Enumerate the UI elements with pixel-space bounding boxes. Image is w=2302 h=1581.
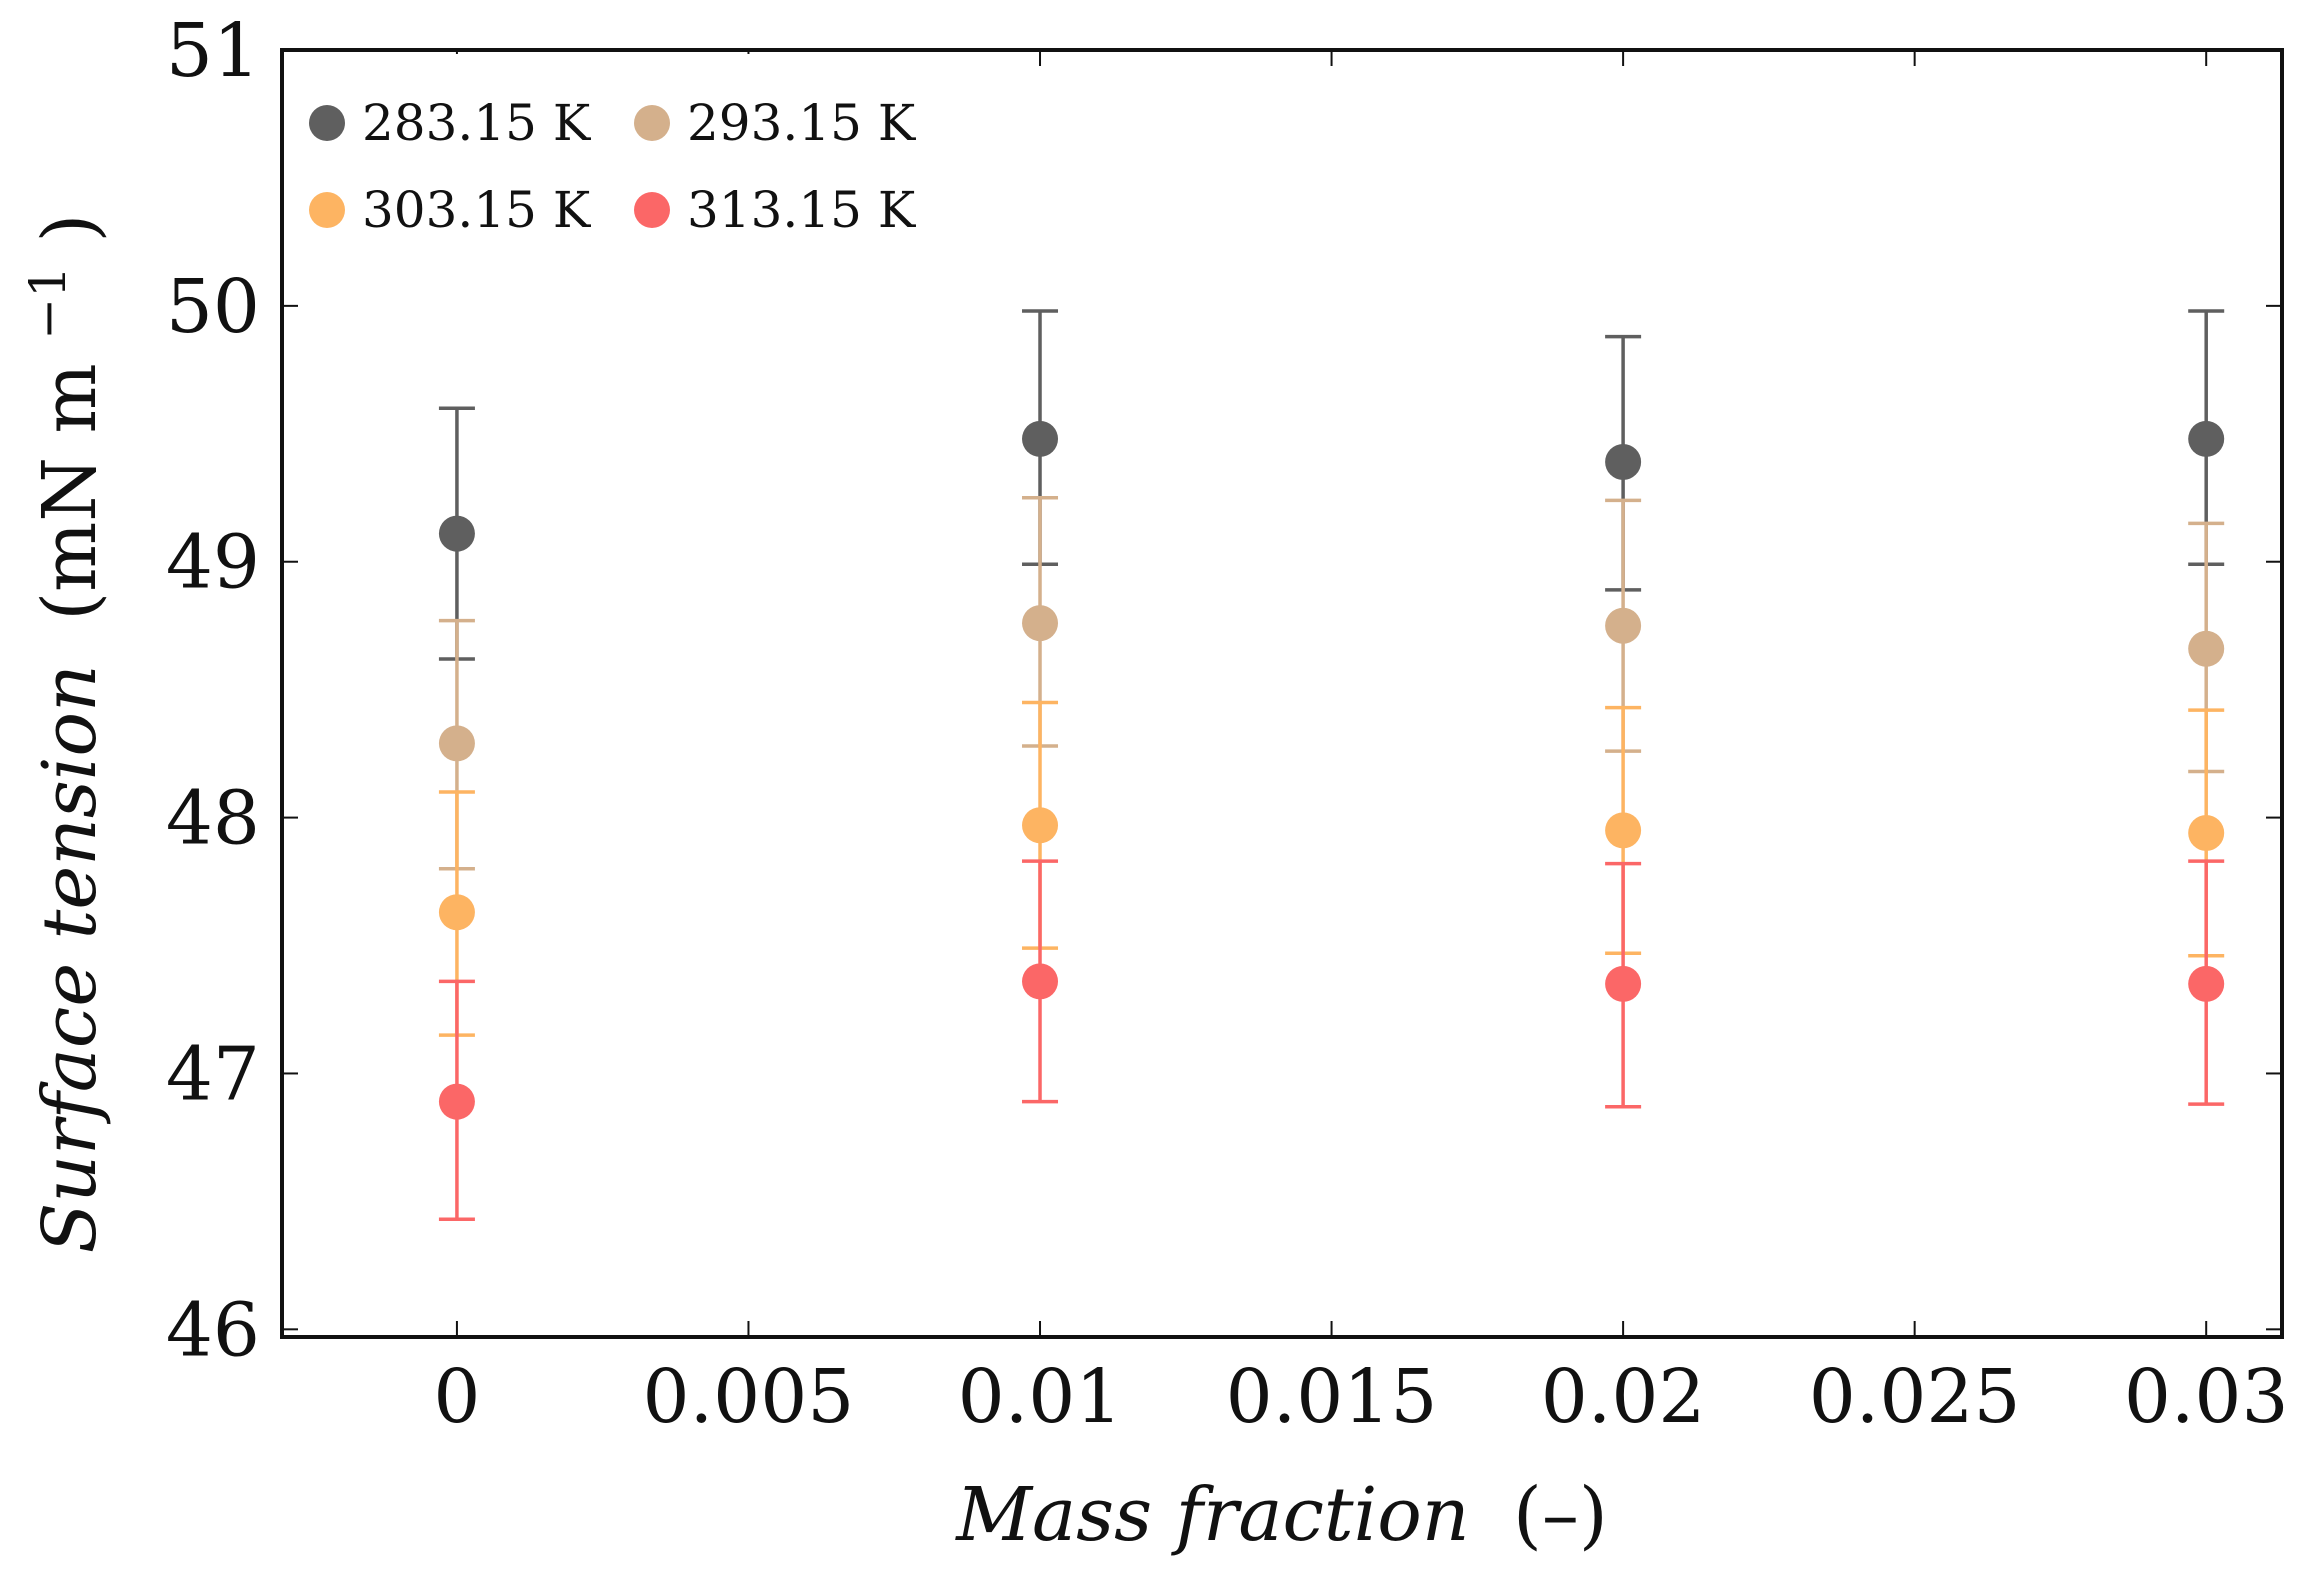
y-tick-label: 47 (166, 1031, 260, 1117)
data-point (1605, 607, 1642, 644)
x-axis-label-main: Mass fraction (954, 1472, 1469, 1558)
y-axis-label: Surface tension (mN m −1 ) (0, 214, 113, 1254)
plot-frame (280, 48, 2284, 1339)
legend-label: 313.15 K (687, 181, 917, 239)
data-point (1022, 605, 1059, 642)
legend-label: 293.15 K (687, 94, 917, 152)
data-point (1605, 965, 1642, 1002)
y-tick-label: 50 (166, 264, 260, 350)
data-point (2188, 420, 2225, 457)
axis-labels: Mass fraction (–) Surface tension (mN m … (0, 214, 1608, 1558)
legend: 283.15 K 293.15 K 303.15 K 313.15 K (286, 54, 926, 269)
data-point (2188, 814, 2225, 851)
legend-marker (309, 105, 345, 141)
x-tick-label: 0 (433, 1354, 480, 1440)
legend-label: 303.15 K (362, 181, 592, 239)
data-point (438, 894, 475, 931)
y-axis-label-close: ) (27, 214, 113, 243)
y-tick-label: 48 (166, 776, 260, 862)
data-point (1022, 963, 1059, 1000)
x-axis-label: Mass fraction (–) (954, 1472, 1608, 1558)
series-points (438, 605, 2225, 762)
data-point (2188, 965, 2225, 1002)
data-point (438, 1083, 475, 1120)
y-tick-label: 46 (166, 1287, 260, 1373)
series-points (438, 420, 2225, 552)
data-point (438, 515, 475, 552)
data-point (1605, 812, 1642, 849)
x-tick-label: 0.01 (958, 1354, 1123, 1440)
legend-label: 283.15 K (362, 94, 592, 152)
y-axis-label-sup: −1 (19, 266, 77, 340)
x-axis-label-unit: (–) (1513, 1472, 1608, 1558)
data-point (1022, 807, 1059, 844)
data-point (438, 725, 475, 762)
y-axis-label-main: Surface tension (27, 664, 113, 1253)
x-tick-label: 0.005 (643, 1354, 855, 1440)
x-tick-label: 0.02 (1541, 1354, 1706, 1440)
y-axis-label-unit: (mN m (27, 363, 113, 620)
y-tick-label: 51 (166, 8, 260, 94)
legend-marker (309, 192, 345, 228)
y-tick-label: 49 (166, 520, 260, 606)
data-point (1605, 443, 1642, 480)
legend-background (286, 54, 926, 269)
legend-marker (634, 192, 670, 228)
data-series (438, 309, 2225, 1222)
x-tick-label: 0.025 (1809, 1354, 2021, 1440)
x-tick-label: 0.015 (1226, 1354, 1438, 1440)
x-tick-label: 0.03 (2124, 1354, 2289, 1440)
data-point (1022, 420, 1059, 457)
legend-marker (634, 105, 670, 141)
series-points (438, 963, 2225, 1120)
axis-ticks: 0 0.005 0.01 0.015 0.02 0.025 0.03 46 47 48 49 50 51 (166, 8, 2289, 1440)
data-point (2188, 630, 2225, 667)
series-points (438, 807, 2225, 931)
